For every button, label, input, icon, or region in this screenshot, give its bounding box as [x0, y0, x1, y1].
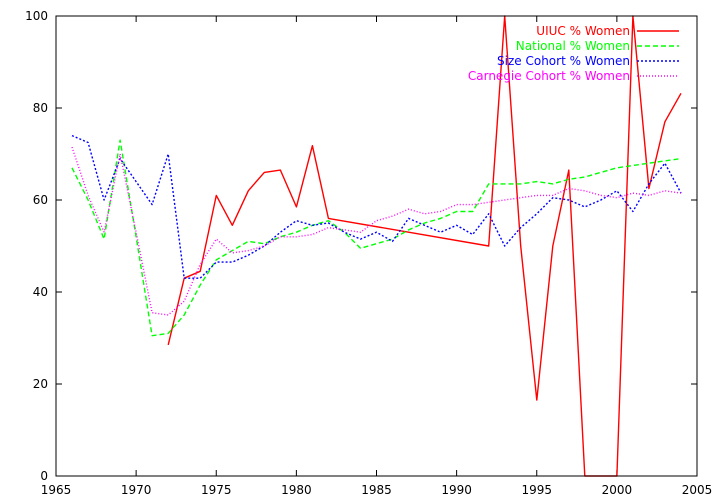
x-tick-label: 1965	[41, 483, 72, 497]
x-tick-label: 1980	[281, 483, 312, 497]
axis-ticks: 1965 1970 1975 1980 1985 1990 1995 2000 2005 0 20 4…	[25, 9, 712, 497]
y-tick-label: 20	[33, 377, 48, 391]
legend-label-carnegie-cohort-women: Carnegie Cohort % Women	[468, 69, 630, 83]
x-tick-label: 1975	[201, 483, 232, 497]
x-tick-label: 2000	[602, 483, 633, 497]
series-line-national-women	[71, 139, 682, 337]
legend-label-size-cohort-women: Size Cohort % Women	[497, 54, 630, 68]
x-tick-label: 1970	[121, 483, 152, 497]
series-line-uiuc-women	[167, 15, 682, 477]
plot-frame	[55, 15, 698, 477]
legend-label-uiuc-women: UIUC % Women	[536, 24, 630, 38]
series-line-size-cohort-women	[71, 134, 682, 279]
legend-label-national-women: National % Women	[516, 39, 630, 53]
y-tick-label: 0	[40, 469, 48, 483]
x-tick-label: 1990	[441, 483, 472, 497]
y-tick-label: 60	[33, 193, 48, 207]
x-tick-label: 2005	[682, 483, 713, 497]
x-tick-label: 1995	[521, 483, 552, 497]
x-tick-label: 1985	[361, 483, 392, 497]
y-tick-label: 40	[33, 285, 48, 299]
y-tick-label: 80	[33, 101, 48, 115]
series-layer	[71, 15, 682, 477]
y-tick-label: 100	[25, 9, 48, 23]
